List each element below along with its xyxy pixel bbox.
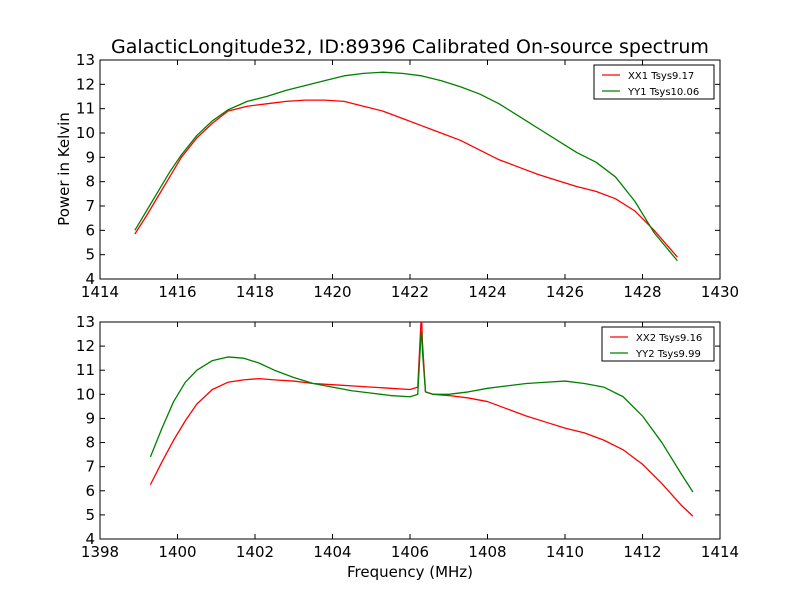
y-tick-label: 5 [85, 506, 95, 524]
bottom-panel: 1398 1400 1402 1404 1406 1408 1410 1412 14144567… [76, 313, 739, 561]
y-tick-label: 10 [76, 124, 95, 142]
legend-label: XX1 Tsys9.17 [628, 71, 694, 82]
y-tick-label: 5 [85, 246, 95, 264]
y-tick-label: 10 [76, 385, 95, 403]
x-tick-label: 1424 [468, 283, 506, 301]
y-tick-label: 13 [76, 51, 95, 69]
y-tick-label: 11 [76, 100, 95, 118]
y-tick-label: 8 [85, 434, 95, 452]
x-tick-label: 1406 [391, 543, 429, 561]
y-tick-label: 4 [85, 270, 95, 288]
y-axis-label-top: Power in Kelvin [55, 112, 73, 226]
y-tick-label: 6 [85, 221, 95, 239]
legend-label: YY1 Tsys10.06 [627, 87, 699, 98]
series-line-1 [134, 71, 678, 262]
x-tick-label: 1414 [81, 283, 119, 301]
x-tick-label: 1398 [81, 543, 119, 561]
series-line-0 [134, 99, 678, 258]
x-axis-label-bottom: Frequency (MHz) [347, 563, 473, 581]
x-tick-label: 1422 [391, 283, 429, 301]
x-tick-label: 1404 [313, 543, 351, 561]
y-tick-label: 8 [85, 173, 95, 191]
legend-label: XX2 Tsys9.16 [636, 333, 702, 344]
x-tick-label: 1402 [236, 543, 274, 561]
x-tick-label: 1430 [701, 283, 739, 301]
legend-box [601, 326, 715, 362]
y-tick-label: 12 [76, 75, 95, 93]
y-tick-label: 4 [85, 530, 95, 548]
y-tick-label: 12 [76, 337, 95, 355]
x-tick-label: 1418 [236, 283, 274, 301]
x-tick-label: 1408 [468, 543, 506, 561]
series-line-1 [149, 330, 694, 493]
x-tick-label: 1414 [701, 543, 739, 561]
x-tick-label: 1410 [546, 543, 584, 561]
legend-box [593, 64, 715, 100]
legend-label: YY2 Tsys9.99 [635, 349, 701, 360]
series-line-0 [149, 322, 694, 517]
y-tick-label: 6 [85, 482, 95, 500]
x-tick-label: 1426 [546, 283, 584, 301]
x-tick-label: 1412 [623, 543, 661, 561]
y-tick-label: 13 [76, 313, 95, 331]
x-tick-label: 1400 [158, 543, 196, 561]
y-tick-label: 9 [85, 409, 95, 427]
chart-title: GalacticLongitude32, ID:89396 Calibrated… [111, 36, 709, 58]
y-tick-label: 11 [76, 361, 95, 379]
y-tick-label: 9 [85, 148, 95, 166]
x-tick-label: 1416 [158, 283, 196, 301]
y-tick-label: 7 [85, 197, 95, 215]
x-tick-label: 1420 [313, 283, 351, 301]
y-tick-label: 7 [85, 458, 95, 476]
x-tick-label: 1428 [623, 283, 661, 301]
top-panel: 1414 1416 1418 1420 1422 1424 1426 1428 1430 4 5 6 7… [76, 51, 739, 301]
